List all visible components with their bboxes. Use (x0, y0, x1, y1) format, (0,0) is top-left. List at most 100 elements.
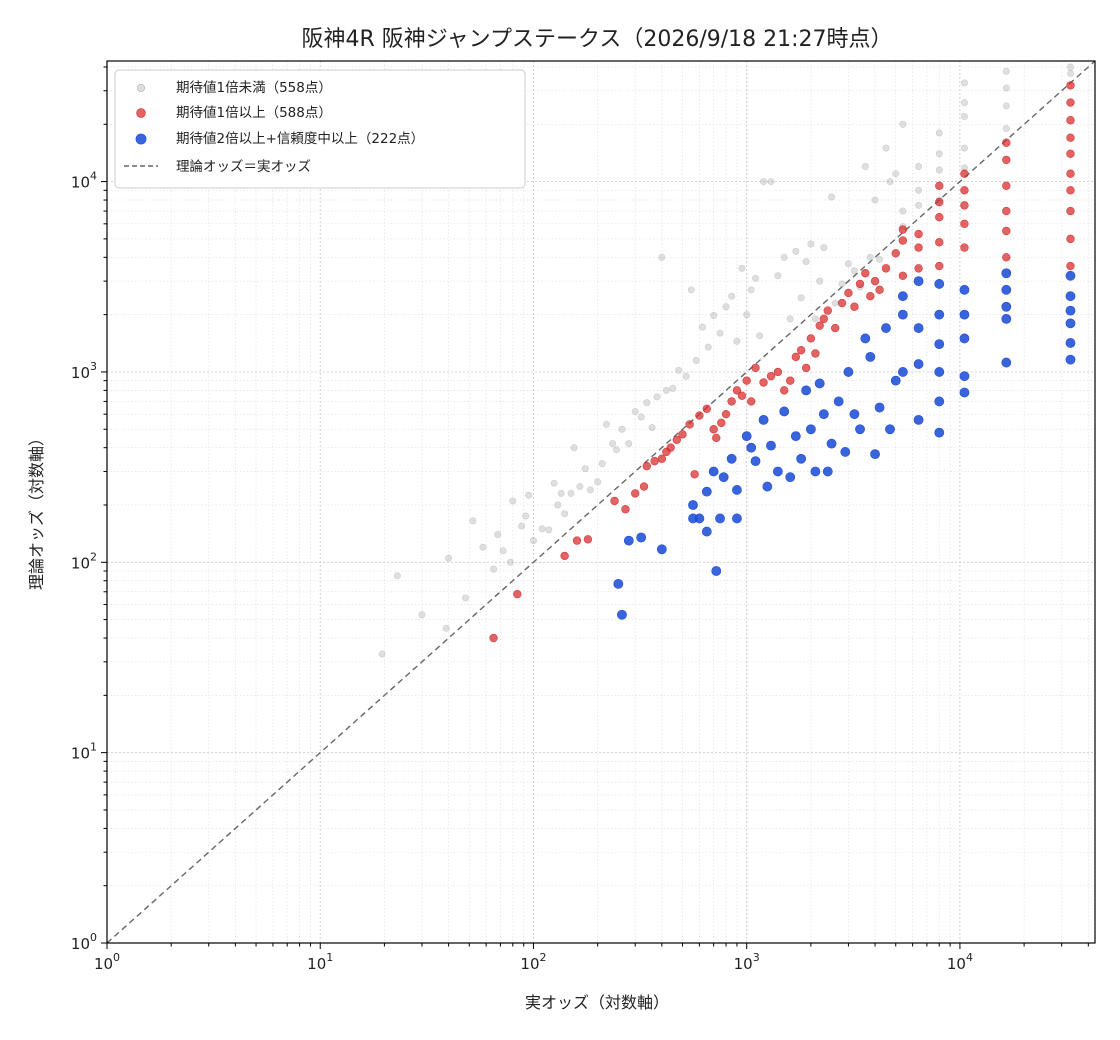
scatter-point-series-1 (378, 650, 386, 658)
scatter-point-series-2 (855, 279, 865, 289)
scatter-point-series-2 (650, 456, 659, 466)
scatter-point-series-2 (791, 352, 801, 362)
scatter-point-series-3 (860, 333, 871, 344)
scatter-point-series-1 (760, 178, 768, 186)
scatter-point-series-1 (698, 323, 706, 331)
scatter-point-series-3 (1001, 357, 1012, 368)
scatter-point-series-3 (636, 532, 647, 543)
scatter-point-series-2 (935, 197, 944, 207)
scatter-point-series-1 (554, 501, 562, 509)
scatter-point-series-2 (717, 418, 726, 428)
scatter-point-series-1 (525, 491, 533, 499)
scatter-point-series-2 (844, 288, 853, 298)
scatter-point-series-3 (865, 351, 876, 362)
scatter-point-series-2 (1066, 169, 1075, 178)
scatter-point-series-1 (499, 547, 507, 555)
scatter-point-series-2 (639, 482, 649, 491)
scatter-point-series-3 (934, 396, 945, 407)
scatter-point-series-1 (1002, 67, 1010, 75)
scatter-point-series-2 (870, 276, 880, 286)
scatter-point-series-2 (806, 334, 816, 343)
scatter-point-series-3 (758, 414, 769, 425)
scatter-point-series-2 (732, 386, 742, 395)
scatter-point-series-1 (876, 255, 884, 263)
plot-frame (106, 60, 1096, 944)
scatter-point-series-1 (886, 178, 894, 186)
scatter-point-series-3 (708, 466, 719, 477)
scatter-point-series-3 (897, 367, 908, 377)
scatter-point-series-3 (959, 371, 970, 382)
scatter-point-series-3 (913, 414, 924, 425)
scatter-point-series-1 (538, 525, 546, 533)
scatter-point-series-1 (882, 144, 890, 152)
scatter-point-series-2 (850, 302, 859, 311)
scatter-point-series-3 (785, 472, 796, 483)
scatter-point-series-1 (802, 258, 810, 266)
scatter-point-series-3 (959, 333, 970, 344)
scatter-point-series-2 (1002, 226, 1011, 236)
scatter-point-series-1 (602, 420, 610, 428)
y-tick-label: 101 (71, 741, 97, 763)
scatter-point-series-2 (830, 323, 840, 333)
scatter-point-series-3 (826, 438, 837, 449)
scatter-point-series-3 (766, 440, 776, 451)
scatter-point-series-1 (915, 186, 923, 194)
scatter-point-series-2 (914, 229, 923, 239)
scatter-point-series-1 (692, 356, 700, 364)
scatter-point-series-2 (737, 391, 747, 400)
scatter-point-series-1 (780, 253, 788, 261)
scatter-point-series-1 (915, 201, 923, 209)
scatter-point-series-2 (935, 212, 944, 222)
scatter-point-series-1 (710, 311, 718, 319)
scatter-point-series-3 (934, 309, 945, 320)
scatter-point-series-1 (1002, 84, 1010, 92)
scatter-point-series-3 (934, 339, 945, 350)
scatter-point-series-3 (801, 385, 812, 396)
scatter-point-series-1 (960, 99, 968, 107)
scatter-point-series-2 (1066, 133, 1075, 142)
scatter-point-series-2 (796, 346, 806, 355)
scatter-point-series-3 (849, 409, 860, 420)
scatter-point-series-1 (550, 479, 558, 487)
scatter-point-series-3 (746, 442, 757, 453)
scatter-point-series-3 (913, 323, 924, 333)
scatter-point-series-3 (732, 513, 742, 524)
scatter-point-series-2 (721, 409, 731, 419)
scatter-point-series-2 (759, 378, 768, 387)
scatter-point-series-2 (837, 298, 847, 308)
scatter-point-series-2 (773, 367, 783, 377)
scatter-point-series-1 (1002, 102, 1010, 110)
scatter-point-series-2 (1002, 155, 1011, 165)
scatter-point-series-2 (819, 314, 829, 324)
scatter-point-series-3 (833, 396, 844, 407)
scatter-point-series-2 (801, 363, 811, 373)
scatter-point-series-3 (623, 535, 634, 546)
scatter-point-series-1 (838, 280, 846, 288)
scatter-point-series-2 (914, 243, 923, 252)
x-tick-label: 103 (734, 951, 760, 973)
scatter-point-series-2 (513, 589, 522, 599)
reference-line-diagonal (106, 60, 1096, 944)
scatter-point-series-3 (934, 427, 945, 438)
scatter-point-series-1 (567, 489, 575, 497)
scatter-point-series-2 (1066, 149, 1075, 158)
scatter-point-series-2 (630, 489, 640, 498)
scatter-point-series-3 (959, 284, 970, 295)
scatter-point-series-2 (702, 404, 712, 414)
legend-label-reference-line: 理論オッズ＝実オッズ (176, 159, 311, 175)
scatter-point-series-1 (442, 624, 450, 632)
scatter-point-series-1 (669, 384, 677, 392)
legend-label-series-2: 期待値1倍以上（588点） (176, 105, 332, 121)
scatter-point-series-2 (935, 238, 944, 247)
x-tick-label: 104 (947, 951, 973, 973)
reference-line-layer (106, 60, 1096, 944)
scatter-point-series-3 (701, 526, 712, 537)
scatter-point-series-1 (522, 512, 530, 520)
scatter-point-series-3 (855, 424, 865, 435)
scatter-point-series-2 (960, 186, 969, 195)
scatter-point-series-2 (898, 225, 908, 234)
scatter-point-series-3 (822, 466, 833, 477)
scatter-point-series-2 (1066, 81, 1075, 90)
scatter-point-series-2 (881, 264, 891, 273)
scatter-point-series-1 (662, 386, 670, 394)
